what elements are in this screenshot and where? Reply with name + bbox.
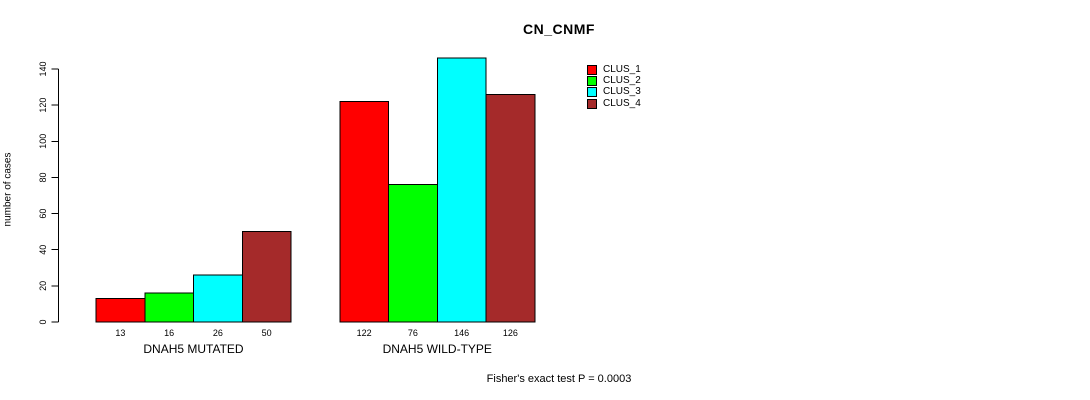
bar-value-label: 122 bbox=[357, 328, 372, 338]
y-tick-label: 80 bbox=[38, 172, 48, 182]
legend-label: CLUS_4 bbox=[603, 97, 641, 109]
bar-value-label: 126 bbox=[503, 328, 518, 338]
y-tick-label: 100 bbox=[38, 134, 48, 149]
bar-clus_4-group1 bbox=[241, 231, 292, 323]
legend-item: CLUS_1 bbox=[587, 64, 641, 75]
legend-item: CLUS_2 bbox=[587, 75, 641, 86]
chart-title: CN_CNMF bbox=[523, 21, 595, 37]
bar-value-label: 50 bbox=[262, 328, 272, 338]
y-tick-label: 0 bbox=[38, 319, 48, 324]
legend-swatch bbox=[587, 64, 597, 75]
legend-item: CLUS_4 bbox=[587, 98, 641, 109]
bar-value-label: 16 bbox=[164, 328, 174, 338]
bar-clus_3-group1 bbox=[193, 274, 243, 323]
legend: CLUS_1 CLUS_2 CLUS_3 CLUS_4 bbox=[587, 64, 641, 109]
bar-value-label: 26 bbox=[213, 328, 223, 338]
bar-value-label: 76 bbox=[408, 328, 418, 338]
y-tick-label: 120 bbox=[38, 98, 48, 113]
y-tick-label: 60 bbox=[38, 209, 48, 219]
bar-clus_3-group2 bbox=[436, 57, 487, 323]
y-tick-label: 140 bbox=[38, 61, 48, 76]
bar-clus_4-group2 bbox=[485, 93, 536, 323]
legend-label: CLUS_2 bbox=[603, 74, 641, 86]
group-label: DNAH5 MUTATED bbox=[143, 342, 244, 356]
legend-item: CLUS_3 bbox=[587, 87, 641, 98]
bar-clus_1-group2 bbox=[339, 101, 389, 323]
group-label: DNAH5 WILD-TYPE bbox=[383, 342, 492, 356]
bar-clus_1-group1 bbox=[95, 298, 146, 323]
legend-swatch bbox=[587, 98, 597, 109]
bar-clus_2-group2 bbox=[388, 184, 438, 323]
bar-value-label: 13 bbox=[115, 328, 125, 338]
legend-label: CLUS_3 bbox=[603, 86, 641, 98]
fisher-test-annotation: Fisher's exact test P = 0.0003 bbox=[486, 373, 632, 385]
y-tick-label: 20 bbox=[38, 281, 48, 291]
bar-clus_2-group1 bbox=[144, 292, 194, 323]
legend-swatch bbox=[587, 87, 597, 98]
bar-value-label: 146 bbox=[454, 328, 469, 338]
legend-label: CLUS_1 bbox=[603, 63, 641, 75]
legend-swatch bbox=[587, 75, 597, 86]
y-tick-label: 40 bbox=[38, 245, 48, 255]
